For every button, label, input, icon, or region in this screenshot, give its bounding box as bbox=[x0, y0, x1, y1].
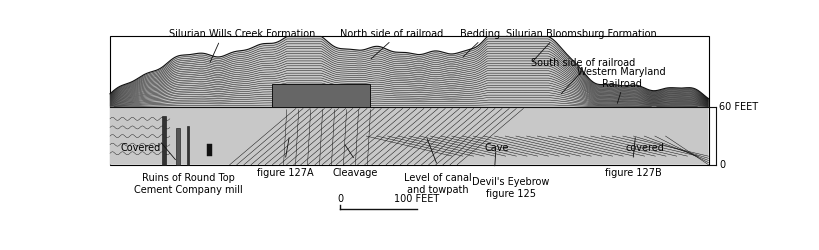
Bar bbox=[110, 36, 708, 165]
Text: 100 FEET: 100 FEET bbox=[394, 194, 439, 204]
Bar bbox=[207, 144, 212, 156]
Polygon shape bbox=[110, 36, 708, 165]
Bar bbox=[272, 84, 370, 107]
Bar bbox=[187, 126, 189, 165]
Text: 0: 0 bbox=[337, 194, 343, 204]
Text: Silurian Wills Creek Formation: Silurian Wills Creek Formation bbox=[169, 29, 315, 39]
Text: 60 FEET: 60 FEET bbox=[719, 102, 758, 112]
Text: Devil's Eyebrow
figure 125: Devil's Eyebrow figure 125 bbox=[472, 177, 550, 199]
Bar bbox=[162, 116, 166, 165]
Text: Ruins of Round Top
Cement Company mill: Ruins of Round Top Cement Company mill bbox=[133, 174, 242, 195]
Text: figure 127A: figure 127A bbox=[257, 168, 314, 178]
Text: Bedding: Bedding bbox=[460, 29, 500, 39]
Text: 0: 0 bbox=[719, 160, 726, 170]
Text: covered: covered bbox=[626, 142, 664, 152]
Text: North side of railroad: North side of railroad bbox=[340, 29, 443, 39]
Text: Cave: Cave bbox=[485, 142, 509, 152]
Text: Silurian Bloomsburg Formation: Silurian Bloomsburg Formation bbox=[506, 29, 657, 39]
Text: Covered: Covered bbox=[120, 142, 161, 152]
Text: South side of railroad: South side of railroad bbox=[532, 58, 636, 68]
Text: Western Maryland
Railroad: Western Maryland Railroad bbox=[577, 67, 666, 89]
Text: figure 127B: figure 127B bbox=[604, 168, 662, 178]
Text: Cleavage: Cleavage bbox=[333, 168, 378, 178]
Bar bbox=[176, 128, 179, 165]
Text: Level of canal
and towpath: Level of canal and towpath bbox=[404, 174, 472, 195]
